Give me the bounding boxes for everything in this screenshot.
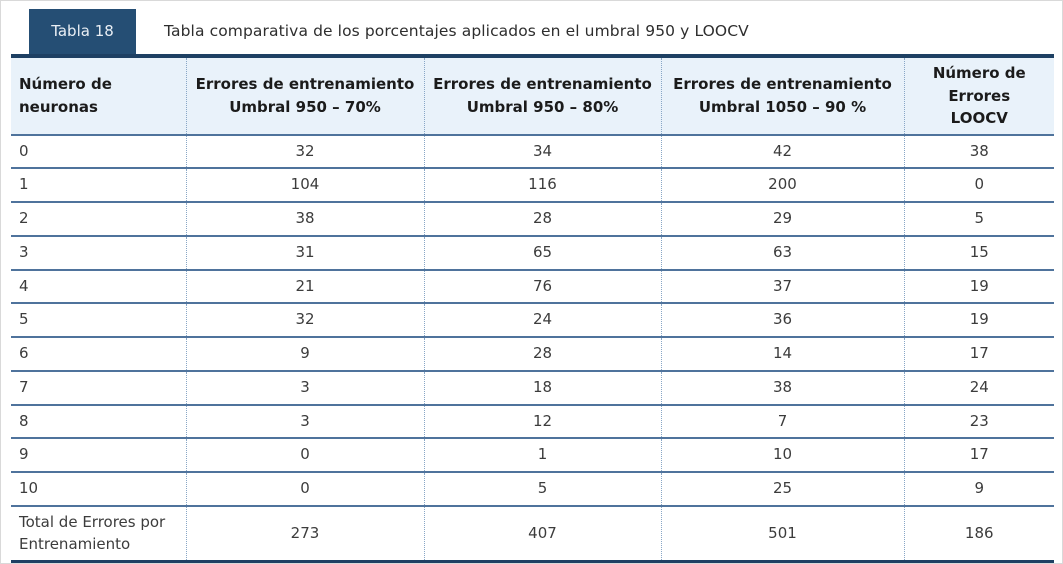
column-header: Errores de entrenamiento Umbral 1050 – 9… bbox=[660, 56, 904, 136]
value-cell: 5 bbox=[903, 202, 1054, 237]
value-cell: 38 bbox=[660, 370, 904, 406]
value-cell: 28 bbox=[423, 202, 661, 237]
value-cell: 32 bbox=[185, 303, 424, 338]
value-cell: 63 bbox=[660, 235, 904, 271]
value-cell: 31 bbox=[185, 235, 424, 271]
value-cell: 5 bbox=[423, 472, 661, 507]
row-label-cell: 6 bbox=[11, 337, 186, 372]
value-cell: 29 bbox=[660, 202, 904, 237]
row-label-cell: 4 bbox=[11, 269, 186, 305]
value-cell: 76 bbox=[423, 269, 661, 305]
value-cell: 18 bbox=[423, 370, 661, 406]
value-cell: 116 bbox=[423, 168, 661, 203]
value-cell: 0 bbox=[185, 438, 424, 473]
column-header: Número de Errores LOOCV bbox=[903, 56, 1054, 136]
value-cell: 24 bbox=[903, 370, 1054, 406]
value-cell: 65 bbox=[423, 235, 661, 271]
row-label-cell: 0 bbox=[11, 134, 186, 170]
table-row: 2 38 28 29 5 bbox=[11, 202, 1054, 237]
row-label-cell: 10 bbox=[11, 472, 186, 507]
value-cell: 36 bbox=[660, 303, 904, 338]
table-row: 6 9 28 14 17 bbox=[11, 337, 1054, 372]
row-label-cell: 2 bbox=[11, 202, 186, 237]
table-row: 10 0 5 25 9 bbox=[11, 472, 1054, 507]
value-cell: 42 bbox=[660, 134, 904, 170]
row-label-cell: Total de Errores por Entrenamiento bbox=[11, 505, 186, 563]
value-cell: 17 bbox=[903, 438, 1054, 473]
table-row: 0 32 34 42 38 bbox=[11, 134, 1054, 170]
column-header: Número de neuronas bbox=[11, 56, 186, 136]
value-cell: 38 bbox=[185, 202, 424, 237]
table-row: 1 104 116 200 0 bbox=[11, 168, 1054, 203]
value-cell: 273 bbox=[185, 505, 424, 563]
value-cell: 17 bbox=[903, 337, 1054, 372]
table-row: 5 32 24 36 19 bbox=[11, 303, 1054, 338]
table-number-badge: Tabla 18 bbox=[29, 8, 136, 54]
value-cell: 0 bbox=[185, 472, 424, 507]
value-cell: 24 bbox=[423, 303, 661, 338]
row-label-cell: 3 bbox=[11, 235, 186, 271]
value-cell: 9 bbox=[903, 472, 1054, 507]
row-label-cell: 7 bbox=[11, 370, 186, 406]
table-row: 3 31 65 63 15 bbox=[11, 235, 1054, 271]
table-row: 4 21 76 37 19 bbox=[11, 269, 1054, 305]
row-label-cell: 5 bbox=[11, 303, 186, 338]
value-cell: 14 bbox=[660, 337, 904, 372]
value-cell: 19 bbox=[903, 303, 1054, 338]
table-row: 9 0 1 10 17 bbox=[11, 438, 1054, 473]
column-header: Errores de entrenamiento Umbral 950 – 70… bbox=[185, 56, 424, 136]
comparison-table: Número de neuronas Errores de entrenamien… bbox=[11, 54, 1054, 563]
value-cell: 10 bbox=[660, 438, 904, 473]
value-cell: 186 bbox=[903, 505, 1054, 563]
value-cell: 28 bbox=[423, 337, 661, 372]
row-label-cell: 8 bbox=[11, 404, 186, 440]
value-cell: 200 bbox=[660, 168, 904, 203]
value-cell: 38 bbox=[903, 134, 1054, 170]
table-body: 0 32 34 42 38 1 104 116 200 0 2 38 28 29 5 3 31 65 63 15 4 21… bbox=[11, 134, 1054, 563]
table-row: 8 3 12 7 23 bbox=[11, 404, 1054, 440]
value-cell: 1 bbox=[423, 438, 661, 473]
value-cell: 25 bbox=[660, 472, 904, 507]
total-row: Total de Errores por Entrenamiento 273 407… bbox=[11, 505, 1054, 563]
value-cell: 21 bbox=[185, 269, 424, 305]
value-cell: 407 bbox=[423, 505, 661, 563]
table-caption-text: Tabla comparativa de los porcentajes apl… bbox=[164, 22, 749, 40]
value-cell: 501 bbox=[660, 505, 904, 563]
value-cell: 19 bbox=[903, 269, 1054, 305]
header-row: Número de neuronas Errores de entrenamien… bbox=[11, 56, 1054, 136]
table-row: 7 3 18 38 24 bbox=[11, 370, 1054, 406]
value-cell: 32 bbox=[185, 134, 424, 170]
value-cell: 23 bbox=[903, 404, 1054, 440]
row-label-cell: 9 bbox=[11, 438, 186, 473]
table-caption-bar: Tabla 18 Tabla comparativa de los porcen… bbox=[1, 1, 1062, 54]
column-header: Errores de entrenamiento Umbral 950 – 80… bbox=[423, 56, 661, 136]
value-cell: 34 bbox=[423, 134, 661, 170]
value-cell: 7 bbox=[660, 404, 904, 440]
value-cell: 3 bbox=[185, 404, 424, 440]
value-cell: 37 bbox=[660, 269, 904, 305]
value-cell: 15 bbox=[903, 235, 1054, 271]
value-cell: 0 bbox=[903, 168, 1054, 203]
row-label-cell: 1 bbox=[11, 168, 186, 203]
value-cell: 12 bbox=[423, 404, 661, 440]
value-cell: 104 bbox=[185, 168, 424, 203]
value-cell: 3 bbox=[185, 370, 424, 406]
value-cell: 9 bbox=[185, 337, 424, 372]
table-header: Número de neuronas Errores de entrenamien… bbox=[11, 56, 1054, 136]
